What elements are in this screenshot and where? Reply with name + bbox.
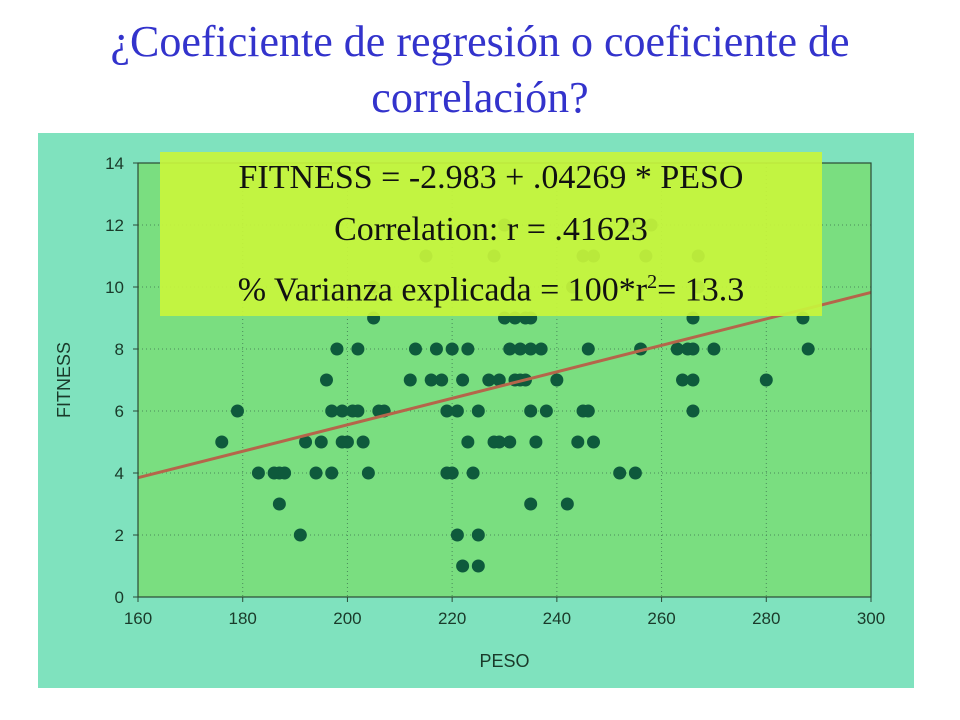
data-point	[293, 528, 307, 542]
regression-equation: FITNESS = -2.983 + .04269 * PESO	[238, 159, 744, 196]
x-tick-label: 220	[438, 609, 466, 628]
regression-line	[137, 291, 872, 480]
data-point	[628, 466, 642, 480]
slide-title-line-1: ¿Coeficiente de regresión o coeficiente …	[110, 17, 850, 66]
data-point	[330, 342, 344, 356]
data-point	[435, 373, 449, 387]
data-point	[492, 435, 506, 449]
data-point	[524, 404, 538, 418]
y-tick-label: 8	[115, 340, 124, 359]
data-point	[450, 404, 464, 418]
data-point	[325, 404, 339, 418]
data-point	[356, 435, 370, 449]
data-point	[461, 342, 475, 356]
data-point	[278, 466, 292, 480]
data-point	[524, 342, 538, 356]
x-tick-label: 200	[333, 609, 361, 628]
x-tick-label: 280	[752, 609, 780, 628]
data-point	[471, 404, 485, 418]
data-point	[587, 435, 601, 449]
y-tick-label: 10	[105, 278, 124, 297]
data-point	[513, 342, 527, 356]
variance-prefix: % Varianza explicada = 100*r	[237, 271, 648, 309]
data-point	[340, 435, 354, 449]
data-point	[482, 373, 496, 387]
data-point	[440, 404, 454, 418]
variance-superscript: 2	[647, 271, 658, 293]
data-point	[471, 559, 485, 573]
y-axis-title: FITNESS	[54, 342, 74, 418]
variance-suffix: = 13.3	[657, 271, 745, 309]
x-tick-label: 300	[857, 609, 885, 628]
data-point	[272, 497, 286, 511]
data-point	[408, 342, 422, 356]
data-point	[613, 466, 627, 480]
data-point	[524, 497, 538, 511]
data-point	[445, 466, 459, 480]
data-point	[251, 466, 265, 480]
data-point	[445, 342, 459, 356]
data-point	[550, 373, 564, 387]
variance-explained-text: % Varianza explicada = 100*r2= 13.3	[160, 256, 822, 316]
data-point	[424, 373, 438, 387]
x-tick-label: 160	[124, 609, 152, 628]
data-point	[571, 435, 585, 449]
data-point	[686, 373, 700, 387]
data-point	[707, 342, 721, 356]
y-tick-label: 6	[115, 402, 124, 421]
data-point	[351, 342, 365, 356]
data-point	[299, 435, 313, 449]
data-point	[534, 342, 548, 356]
data-point	[676, 373, 690, 387]
data-point	[686, 342, 700, 356]
data-point	[503, 342, 517, 356]
slide-title: ¿Coeficiente de regresión o coeficiente …	[0, 14, 960, 126]
data-point	[215, 435, 229, 449]
data-point	[314, 435, 328, 449]
slide-title-line-2: correlación?	[371, 73, 589, 122]
data-point	[466, 466, 480, 480]
data-point	[325, 466, 339, 480]
y-tick-label: 4	[115, 464, 124, 483]
data-point	[403, 373, 417, 387]
data-point	[335, 404, 349, 418]
y-tick-label: 14	[105, 154, 124, 173]
correlation-text: Correlation: r = .41623	[334, 211, 648, 248]
x-tick-label: 180	[229, 609, 257, 628]
data-point	[801, 342, 815, 356]
data-point	[309, 466, 323, 480]
data-point	[560, 497, 574, 511]
data-point	[759, 373, 773, 387]
data-point	[581, 342, 595, 356]
regression-annotation-box: FITNESS = -2.983 + .04269 * PESO Correla…	[160, 152, 822, 316]
y-tick-label: 0	[115, 588, 124, 607]
x-axis-title: PESO	[479, 651, 529, 671]
x-tick-label: 260	[647, 609, 675, 628]
data-point	[529, 435, 543, 449]
data-point	[450, 528, 464, 542]
y-tick-label: 12	[105, 216, 124, 235]
data-point	[539, 404, 553, 418]
data-point	[429, 342, 443, 356]
data-point	[461, 435, 475, 449]
y-tick-label: 2	[115, 526, 124, 545]
data-point	[503, 435, 517, 449]
data-point	[361, 466, 375, 480]
data-point	[230, 404, 244, 418]
data-point	[456, 373, 470, 387]
data-point	[351, 404, 365, 418]
data-point	[581, 404, 595, 418]
data-point	[686, 404, 700, 418]
x-tick-label: 240	[543, 609, 571, 628]
data-point	[471, 528, 485, 542]
data-point	[670, 342, 684, 356]
data-point	[319, 373, 333, 387]
data-point	[492, 373, 506, 387]
data-point	[456, 559, 470, 573]
